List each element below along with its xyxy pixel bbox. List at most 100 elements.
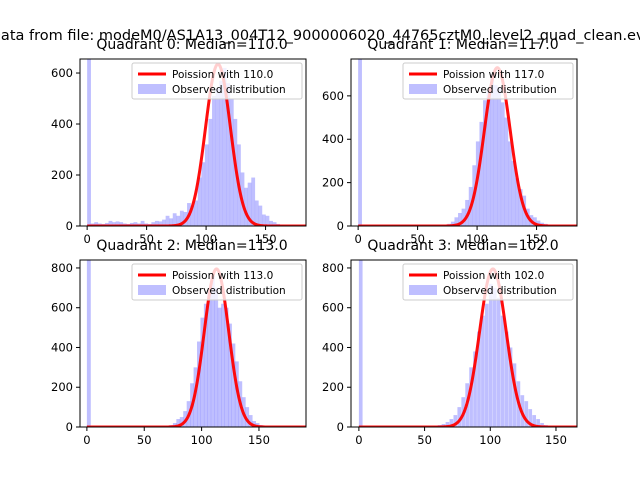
histogram-bar <box>492 287 497 427</box>
histogram-bar <box>229 98 234 226</box>
histogram-bar <box>203 303 208 427</box>
histogram-bar <box>201 162 206 226</box>
subplot-quadrant-3: Quadrant 3: Median=102.0 0 50 100 150 0 200 40… <box>322 238 578 447</box>
histogram-bar <box>197 341 201 427</box>
histogram-bar <box>536 419 540 427</box>
histogram-bar <box>528 409 533 427</box>
histogram-bar <box>457 407 462 427</box>
histogram-bar <box>469 367 473 427</box>
histogram-bar <box>169 218 174 226</box>
histogram-bar <box>207 291 212 427</box>
x-tick-label: 50 <box>417 433 432 447</box>
y-tick-label: 400 <box>51 340 73 354</box>
histogram-bar <box>504 117 509 226</box>
legend-box <box>131 62 303 100</box>
poisson-curve <box>358 66 577 226</box>
histogram-bar <box>508 141 512 226</box>
x-tick-label: 100 <box>191 433 213 447</box>
histogram-bar <box>540 423 544 427</box>
legend-bar-swatch <box>409 84 437 94</box>
y-tick-label: 200 <box>51 168 73 182</box>
y-tick-label: 600 <box>322 89 344 103</box>
subplot-quadrant-0: Quadrant 0: Median=110.0 0 50 100 150 0 200 40… <box>51 37 307 246</box>
histogram-bar <box>221 303 226 427</box>
histogram-bar <box>500 315 505 427</box>
y-tick-label: 600 <box>51 66 73 80</box>
legend-box <box>402 263 574 301</box>
plot-area <box>358 59 577 226</box>
legend-label-observed: Observed distribution <box>172 285 286 297</box>
histogram-bar <box>247 182 252 226</box>
axes-frame <box>350 259 578 428</box>
histogram-bar <box>488 283 493 427</box>
histogram-bar <box>104 222 109 226</box>
histogram-bar <box>483 100 487 226</box>
histogram-bar <box>219 80 223 226</box>
histogram-bar <box>251 177 256 226</box>
histogram-bar <box>485 303 489 427</box>
y-tick-label: 200 <box>51 380 73 394</box>
x-tick-label: 150 <box>545 433 567 447</box>
x-tick-label: 50 <box>410 232 425 246</box>
histogram-bar <box>214 287 219 427</box>
histogram-bar <box>227 323 232 427</box>
histogram-bar <box>493 85 498 226</box>
histogram-bar <box>358 260 363 427</box>
y-tick-label: 400 <box>51 117 73 131</box>
y-tick-label: 400 <box>322 340 344 354</box>
histogram-bar <box>158 221 163 226</box>
histogram-bar <box>500 102 505 226</box>
legend-label-observed: Observed distribution <box>443 84 557 96</box>
y-tick-label: 200 <box>322 380 344 394</box>
subplot-quadrant-1: Quadrant 1: Median=117.0 0 50 100 150 0 200 40… <box>322 37 578 246</box>
subplot-title: Quadrant 0: Median=110.0 <box>96 37 287 53</box>
histogram-bar <box>258 205 263 226</box>
legend: Poission with 117.0 Observed distribution <box>402 62 574 100</box>
subplot-title: Quadrant 2: Median=113.0 <box>96 238 287 254</box>
legend-label-poisson: Poission with 117.0 <box>443 69 544 81</box>
histogram-bar <box>449 419 454 427</box>
histogram-bar <box>129 222 134 226</box>
histogram-bar <box>151 222 156 226</box>
axes-frame <box>79 259 307 428</box>
histogram-bar <box>165 215 170 226</box>
x-tick-label: 0 <box>355 433 362 447</box>
histogram-bar <box>265 215 270 226</box>
histogram-bar <box>208 118 213 226</box>
histogram-bar <box>194 200 198 226</box>
x-tick-label: 100 <box>195 232 217 246</box>
x-tick-label: 150 <box>526 232 548 246</box>
legend: Poission with 102.0 Observed distribution <box>402 263 574 301</box>
legend-label-observed: Observed distribution <box>443 285 557 297</box>
histogram-bar <box>217 307 222 427</box>
x-tick-label: 0 <box>83 232 90 246</box>
histogram-bar <box>140 220 145 226</box>
histogram-bar <box>231 343 236 427</box>
histogram-bar <box>204 144 209 226</box>
y-tick-label: 800 <box>51 261 73 275</box>
subplot-title: Quadrant 1: Median=117.0 <box>367 37 558 53</box>
x-tick-label: 50 <box>139 232 154 246</box>
x-tick-label: 0 <box>354 232 361 246</box>
histogram-bar <box>210 275 215 427</box>
histogram-bar <box>172 423 177 427</box>
histogram-bar <box>176 419 181 427</box>
histogram-bar <box>486 91 491 226</box>
histogram-bar <box>212 95 216 226</box>
legend-bar-swatch <box>138 285 166 295</box>
y-tick-label: 0 <box>337 420 344 434</box>
histogram-bar <box>473 351 477 427</box>
histogram-bar <box>254 200 259 226</box>
histogram-bar <box>481 315 485 427</box>
y-tick-label: 0 <box>66 219 73 233</box>
histogram-bar <box>272 222 277 226</box>
histogram-bar <box>461 208 466 226</box>
histogram-bar <box>518 189 523 226</box>
histogram-bar <box>119 222 124 226</box>
histogram-bar <box>248 415 253 427</box>
histogram-bar <box>86 260 91 427</box>
histogram-bar <box>190 205 195 226</box>
histogram-bar <box>94 222 99 226</box>
histogram-bar <box>504 331 509 427</box>
